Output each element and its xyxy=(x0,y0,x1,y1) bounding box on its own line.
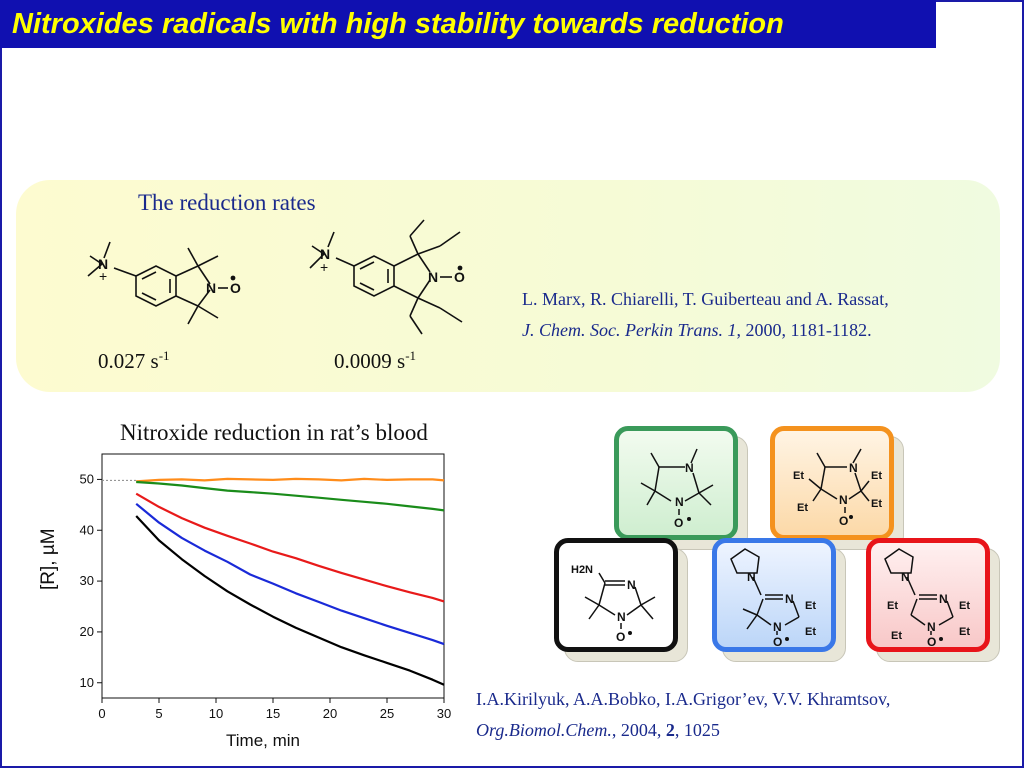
svg-text:Et: Et xyxy=(871,498,882,510)
svg-text:N: N xyxy=(685,461,694,475)
x-tick-label: 10 xyxy=(209,706,223,721)
svg-text:H2N: H2N xyxy=(571,564,593,576)
atom-n: N xyxy=(428,269,438,285)
x-tick-label: 20 xyxy=(323,706,337,721)
x-tick-label: 25 xyxy=(380,706,394,721)
svg-text:O: O xyxy=(616,630,625,644)
atom-o: O xyxy=(454,269,465,285)
svg-text:N: N xyxy=(927,620,936,634)
structure-pyrrolidinyl-imidazoline: N N N O Et Et xyxy=(730,548,816,649)
svg-text:N: N xyxy=(617,610,626,624)
svg-text:N: N xyxy=(773,620,782,634)
y-tick-label: 50 xyxy=(80,471,94,486)
structure-pyrrolidinyl-tetraethyl-imidazoline: N N N O Et Et Et Et xyxy=(884,548,970,649)
svg-text:+: + xyxy=(320,259,328,275)
structure-tetraethyl-isoindoline: N + N O xyxy=(309,219,465,335)
series-line-5 xyxy=(135,515,445,686)
slide-title: Nitroxides radicals with high stability … xyxy=(0,0,936,48)
series-line-4 xyxy=(135,502,445,646)
svg-text:+: + xyxy=(99,268,107,284)
atom-n: N xyxy=(320,246,330,262)
x-tick-label: 15 xyxy=(266,706,280,721)
chart-y-axis-label: [R], µM xyxy=(38,528,59,590)
svg-text:Et: Et xyxy=(887,600,898,612)
structure-imidazolidine-methyl: N N O xyxy=(640,448,714,530)
atom-n: N xyxy=(98,256,108,272)
svg-text:N: N xyxy=(747,570,756,584)
svg-text:N: N xyxy=(839,493,848,507)
x-tick-label: 5 xyxy=(155,706,162,721)
y-tick-label: 20 xyxy=(80,624,94,639)
y-tick-label: 30 xyxy=(80,573,94,588)
chart-title: Nitroxide reduction in rat’s blood xyxy=(120,420,428,445)
rates-panel xyxy=(16,180,1000,392)
rate-value-2: 0.0009 s-1 xyxy=(334,348,417,373)
svg-text:Et: Et xyxy=(891,630,902,642)
y-tick-label: 40 xyxy=(80,522,94,537)
structure-tetramethyl-isoindoline: N + N O xyxy=(87,241,241,325)
series-line-2 xyxy=(136,480,445,512)
svg-text:Et: Et xyxy=(793,470,804,482)
series-line-1 xyxy=(136,477,445,483)
svg-text:N: N xyxy=(849,461,858,475)
x-tick-label: 0 xyxy=(98,706,105,721)
reference-kirilyuk: I.A.Kirilyuk, A.A.Bobko, I.A.Grigor’ev, … xyxy=(476,689,891,740)
rate-value-1: 0.027 s-1 xyxy=(98,348,170,373)
svg-text:N: N xyxy=(901,570,910,584)
chart-x-axis-label: Time, min xyxy=(226,731,300,750)
molecule-card-blue: N N N O Et Et xyxy=(712,538,836,652)
molecule-card-red: N N N O Et Et Et Et xyxy=(866,538,990,652)
svg-text:N: N xyxy=(675,495,684,509)
svg-text:O: O xyxy=(927,635,936,647)
svg-text:N: N xyxy=(785,592,794,606)
y-tick-label: 10 xyxy=(80,675,94,690)
svg-text:Et: Et xyxy=(805,600,816,612)
molecule-card-orange: N N O Et Et Et Et xyxy=(770,426,894,540)
series-line-3 xyxy=(135,492,445,603)
svg-text:O: O xyxy=(839,514,848,528)
rates-heading: The reduction rates xyxy=(138,190,316,215)
svg-text:Et: Et xyxy=(959,626,970,638)
structure-imidazolidine-ethyl: N N O Et Et Et Et xyxy=(793,448,882,528)
svg-text:Et: Et xyxy=(959,600,970,612)
svg-text:Et: Et xyxy=(871,470,882,482)
reduction-chart: 0 5 10 15 20 25 30 10 20 30 40 50 xyxy=(80,453,451,721)
svg-text:N: N xyxy=(939,592,948,606)
atom-o: O xyxy=(230,280,241,296)
svg-text:O: O xyxy=(674,516,683,530)
reference-marx: L. Marx, R. Chiarelli, T. Guiberteau and… xyxy=(522,289,889,340)
plot-frame xyxy=(101,453,445,699)
molecule-card-green: N N O xyxy=(614,426,738,540)
structure-aminoimidazoline: H2N N N O xyxy=(571,564,656,644)
svg-text:O: O xyxy=(773,635,782,647)
svg-text:Et: Et xyxy=(797,502,808,514)
svg-text:N: N xyxy=(627,578,636,592)
svg-text:Et: Et xyxy=(805,626,816,638)
x-tick-label: 30 xyxy=(437,706,451,721)
atom-n: N xyxy=(206,280,216,296)
molecule-card-black: H2N N N O xyxy=(554,538,678,652)
